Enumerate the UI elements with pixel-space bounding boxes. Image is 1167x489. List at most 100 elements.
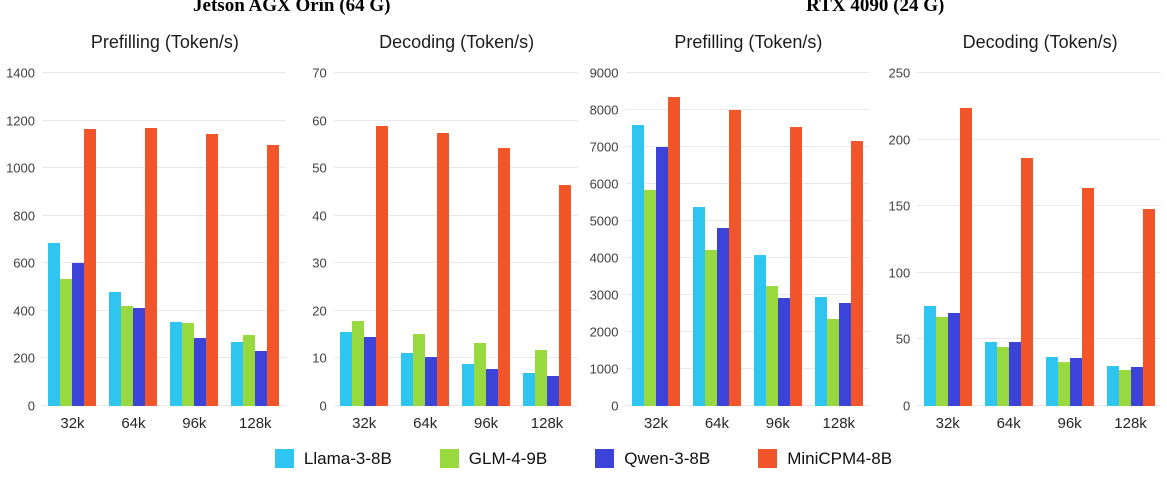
bar-MiniCPM4-8B-128k [559,185,572,406]
qwen-color-swatch-icon [595,449,615,468]
bar-Llama-3-8B-64k [401,353,414,406]
bar-group-64k [401,132,450,406]
gridline [42,167,286,169]
y-tick-label: 100 [888,265,911,281]
y-tick-label: 50 [312,160,327,176]
plot-row: 0 50 100 150 200 250 [875,67,1167,413]
y-tick-label: 0 [903,398,911,414]
panel-title: Decoding (Token/s) [379,32,535,52]
x-tick-label: 32k [352,415,377,432]
y-tick-label: 1000 [6,160,35,176]
bar-GLM-4-9B-128k [1118,370,1131,406]
y-tick-label: 1200 [6,113,35,129]
bar-group-32k [923,107,972,406]
x-tick-label: 96k [765,415,790,432]
gridline [333,357,578,359]
x-tick-label: 128k [1114,415,1147,432]
legend: Llama-3-8B GLM-4-9B Qwen-3-8B MiniCPM4-8… [0,449,1167,468]
gridline [333,405,578,406]
gridline [333,214,578,216]
panel-jetson-prefilling: Prefilling (Token/s) 0 200 400 600 800 1000 12… [0,18,292,432]
panel-title: Decoding (Token/s) [962,32,1118,52]
gridline [333,167,578,169]
gridline [333,72,578,73]
x-tick-label: 96k [474,415,499,432]
plot-area [333,72,578,406]
bar-GLM-4-9B-96k [1057,362,1070,406]
bar-Llama-3-8B-128k [231,341,244,406]
bar-Qwen-3-8B-128k [838,302,851,406]
bar-MiniCPM4-8B-64k [145,128,158,406]
x-tick-label: 64k [996,415,1021,432]
y-tick-label: 5000 [589,213,619,229]
bar-Qwen-3-8B-96k [486,368,499,406]
y-axis: 0 1000 2000 3000 4000 5000 6000 7000 8000 9000 [584,67,626,413]
bar-group-96k [170,133,219,406]
bar-Llama-3-8B-32k [48,243,61,406]
plot-area [917,72,1161,406]
bar-Llama-3-8B-96k [462,364,475,406]
x-axis-labels: 32k 64k 96k 128k [626,406,870,432]
bar-MiniCPM4-8B-128k [850,141,863,406]
panel-rtx4090-decoding: Decoding (Token/s) 0 50 100 150 200 250 32k 64… [875,18,1167,432]
gridline [625,368,870,370]
y-tick-label: 8000 [589,102,619,118]
gridline [42,214,286,216]
y-tick-label: 40 [312,208,327,224]
bar-GLM-4-9B-32k [643,189,656,406]
bar-group-96k [462,147,511,406]
bar-group-32k [340,126,389,406]
gridline [917,405,1161,406]
bar-MiniCPM4-8B-96k [789,127,802,406]
gridline [333,309,578,311]
bar-GLM-4-9B-64k [413,333,426,406]
y-axis: 0 200 400 600 800 1000 1200 1400 [0,67,42,413]
y-tick-label: 200 [13,350,35,366]
plot-row: 0 1000 2000 3000 4000 5000 6000 7000 8000 9000 [584,67,876,413]
bar-group-96k [753,127,802,406]
bar-MiniCPM4-8B-96k [1081,187,1094,406]
y-tick-label: 6000 [589,176,619,192]
bar-group-128k [523,185,572,406]
bar-group-96k [1045,187,1094,406]
gridline [917,205,1161,207]
bar-GLM-4-9B-64k [704,250,717,406]
bar-group-128k [231,144,280,406]
y-tick-label: 200 [888,132,911,148]
gridline [625,331,870,333]
y-tick-label: 3000 [589,287,619,303]
bar-Llama-3-8B-128k [1106,366,1119,406]
bar-Qwen-3-8B-64k [1008,342,1021,406]
panel-rtx4090-prefilling: Prefilling (Token/s) 0 1000 2000 3000 4000 50… [584,18,876,432]
gridline [625,405,870,406]
bar-Qwen-3-8B-96k [1069,358,1082,406]
hardware-title-row: Jetson AGX Orin (64 G) RTX 4090 (24 G) [0,0,1167,18]
bar-group-64k [109,128,158,406]
gridline [917,271,1161,273]
bar-GLM-4-9B-32k [352,320,365,406]
y-axis: 0 10 20 30 40 50 60 70 [292,67,334,413]
bar-Llama-3-8B-96k [1045,356,1058,406]
bar-Qwen-3-8B-32k [947,312,960,406]
bar-group-128k [814,141,863,406]
gridline [625,220,870,221]
gridline [625,72,870,73]
gridline [42,262,286,264]
bar-Qwen-3-8B-32k [72,263,85,406]
hardware-title-rtx4090: RTX 4090 (24 G) [584,0,1167,18]
legend-label: GLM-4-9B [468,449,548,468]
bar-Qwen-3-8B-128k [1130,367,1143,406]
x-tick-label: 64k [413,415,438,432]
bar-Qwen-3-8B-64k [133,308,146,406]
bar-Qwen-3-8B-64k [716,228,729,406]
y-axis: 0 50 100 150 200 250 [875,67,917,413]
gridline [42,405,286,406]
y-tick-label: 1400 [6,65,35,81]
bar-GLM-4-9B-32k [935,316,948,406]
x-tick-label: 96k [182,415,207,432]
bar-Llama-3-8B-32k [340,331,353,406]
gridline [625,109,870,111]
bar-Llama-3-8B-32k [631,124,644,406]
legend-entry-minicpm: MiniCPM4-8B [758,449,892,468]
hardware-title-jetson-label: Jetson AGX Orin (64 G) [193,0,391,16]
